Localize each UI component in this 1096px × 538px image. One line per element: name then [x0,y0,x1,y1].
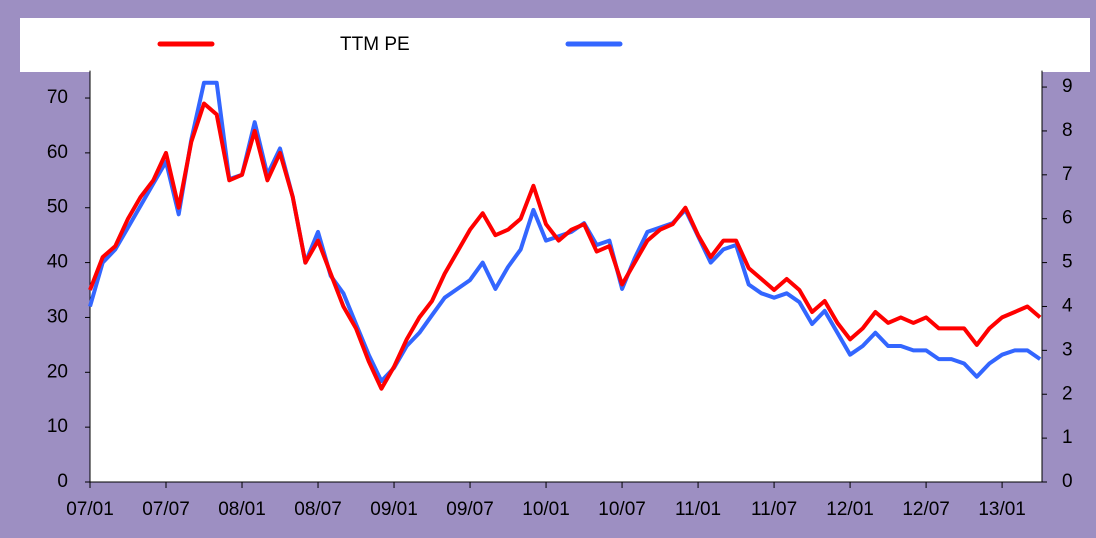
x-tick-label: 07/01 [66,499,114,520]
x-tick-label: 09/01 [370,499,418,520]
y-tick-label: 70 [47,87,68,108]
y-tick-label: 30 [47,306,68,327]
x-tick-label: 12/07 [902,499,950,520]
y-tick-label: 20 [47,361,68,382]
x-tick-label: 11/01 [675,499,721,520]
plot-area [90,70,1042,482]
y2-tick-label: 4 [1062,295,1073,316]
y2-tick-label: 9 [1062,76,1073,97]
x-tick-label: 07/07 [142,499,190,520]
x-tick-label: 12/01 [826,499,874,520]
x-tick-label: 13/01 [978,499,1026,520]
y2-tick-label: 0 [1062,471,1073,492]
y-tick-label: 50 [47,197,68,218]
x-tick-label: 08/07 [294,499,342,520]
x-tick-label: 10/01 [522,499,570,520]
y-tick-label: 0 [57,471,68,492]
y2-tick-label: 8 [1062,120,1073,141]
y2-tick-label: 5 [1062,252,1073,273]
y-tick-label: 60 [47,142,68,163]
x-tick-label: 10/07 [598,499,646,520]
y-tick-label: 10 [47,416,68,437]
y2-tick-label: 1 [1062,427,1073,448]
series-line [88,101,1042,391]
x-tick-label: 08/01 [218,499,266,520]
legend-label: TTM PE [340,34,410,55]
x-tick-label: 11/07 [751,499,797,520]
y2-tick-label: 7 [1062,164,1073,185]
y2-tick-label: 3 [1062,339,1073,360]
y2-tick-label: 2 [1062,383,1073,404]
y-tick-label: 40 [47,252,68,273]
x-tick-label: 09/07 [446,499,494,520]
y2-tick-label: 6 [1062,208,1073,229]
